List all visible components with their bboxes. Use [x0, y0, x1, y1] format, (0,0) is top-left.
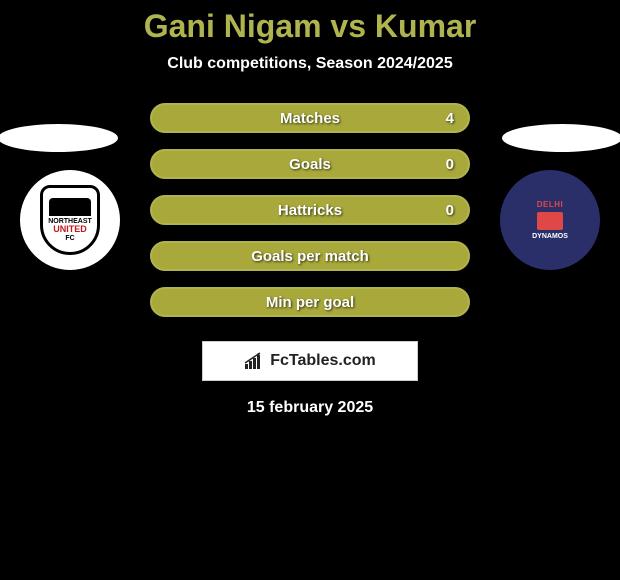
stat-label: Goals per match: [251, 248, 369, 265]
date-text: 15 february 2025: [0, 399, 620, 417]
crest-line-1: DELHI: [537, 200, 564, 209]
stat-bar-min-per-goal: Min per goal: [150, 287, 470, 317]
bar-chart-icon: [244, 352, 266, 370]
left-club-badge: NORTHEAST UNITED FC: [20, 170, 120, 270]
crest-line-3: FC: [65, 235, 74, 242]
right-club-badge: DELHI DYNAMOS: [500, 170, 600, 270]
page-subtitle: Club competitions, Season 2024/2025: [0, 55, 620, 73]
stat-bar-matches: Matches 4: [150, 103, 470, 133]
stat-value: 0: [446, 156, 454, 173]
stat-value: 4: [446, 110, 454, 127]
brand-text: FcTables.com: [270, 352, 376, 370]
infographic-container: Gani Nigam vs Kumar Club competitions, S…: [0, 0, 620, 417]
stat-bar-goals: Goals 0: [150, 149, 470, 179]
stat-label: Hattricks: [278, 202, 342, 219]
crest-line-2: DYNAMOS: [532, 233, 568, 240]
stat-bar-goals-per-match: Goals per match: [150, 241, 470, 271]
stat-label: Min per goal: [266, 294, 354, 311]
right-player-pad: [502, 124, 620, 152]
stats-bars: Matches 4 Goals 0 Hattricks 0 Goals per …: [150, 103, 470, 317]
left-player-pad: [0, 124, 118, 152]
stat-value: 0: [446, 202, 454, 219]
brand-attribution: FcTables.com: [202, 341, 418, 381]
stat-label: Goals: [289, 156, 331, 173]
stat-label: Matches: [280, 110, 340, 127]
crest-line-2: UNITED: [53, 225, 87, 235]
northeast-united-crest: NORTHEAST UNITED FC: [40, 185, 100, 255]
page-title: Gani Nigam vs Kumar: [0, 8, 620, 45]
delhi-dynamos-crest: DELHI DYNAMOS: [519, 183, 581, 257]
stat-bar-hattricks: Hattricks 0: [150, 195, 470, 225]
